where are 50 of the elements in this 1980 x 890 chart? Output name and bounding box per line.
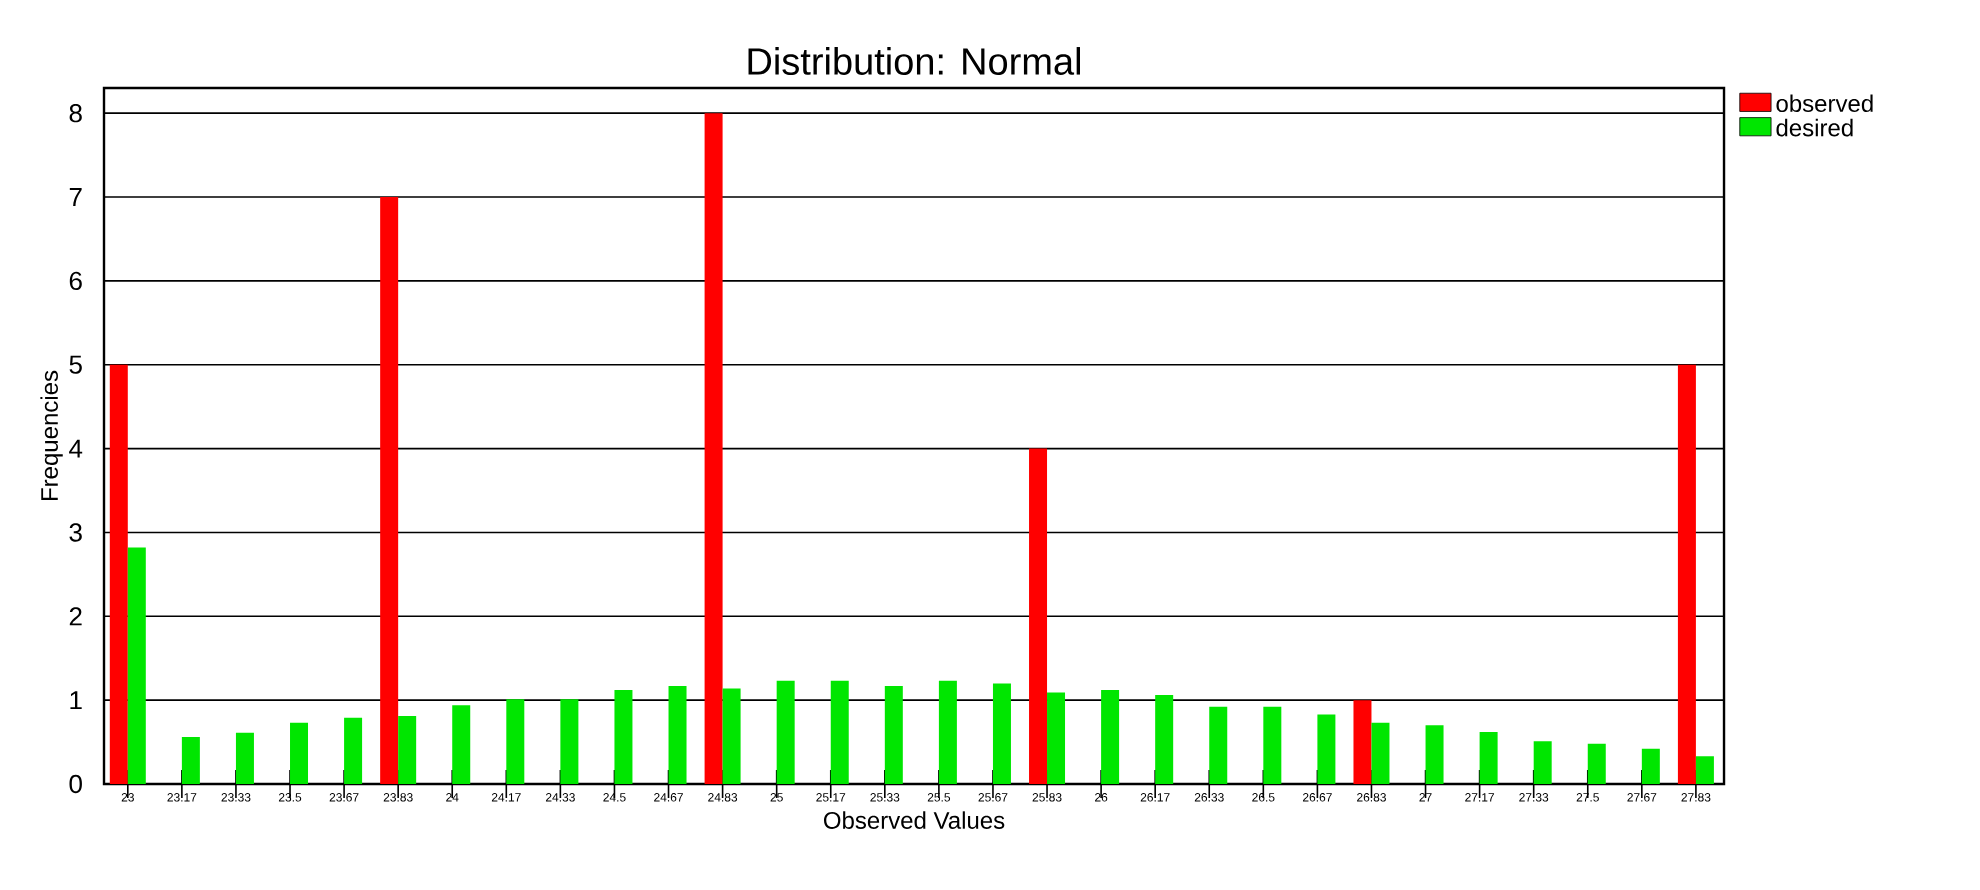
- bar: [290, 722, 309, 784]
- bar: [1317, 714, 1336, 784]
- bar: [1371, 722, 1390, 784]
- y-tick-label: 4: [69, 439, 83, 458]
- bar: [614, 690, 633, 784]
- bar: [1209, 706, 1228, 784]
- bar: [884, 685, 903, 784]
- bar: [109, 364, 128, 784]
- y-tick-label: 0: [69, 774, 82, 794]
- x-axis-title: Observed Values: [823, 811, 1005, 829]
- bar: [398, 716, 417, 784]
- y-tick-label: 2: [69, 607, 82, 626]
- bar: [1029, 448, 1048, 784]
- bar: [1479, 732, 1498, 784]
- bar: [127, 547, 146, 784]
- chart-title: Distribution: Normal: [748, 47, 1080, 75]
- bar: [235, 732, 254, 784]
- y-tick-label: 5: [69, 355, 82, 374]
- bar: [1533, 741, 1552, 784]
- bar: [938, 680, 957, 784]
- bar: [344, 717, 363, 784]
- bar: [1587, 743, 1606, 784]
- bar: [668, 685, 687, 784]
- bar: [560, 699, 579, 784]
- bar: [1425, 725, 1444, 784]
- bar: [181, 737, 200, 784]
- legend-label: observed: [1776, 94, 1873, 113]
- legend-label: desired: [1776, 118, 1853, 137]
- y-tick-label: 3: [69, 523, 82, 542]
- bar: [1155, 695, 1174, 784]
- y-tick-label: 7: [69, 188, 82, 206]
- bar: [1263, 706, 1282, 784]
- y-tick-label: 1: [70, 691, 82, 710]
- bar: [776, 680, 795, 784]
- bar: [1047, 692, 1066, 784]
- bar: [380, 197, 399, 784]
- bar: [1641, 748, 1660, 784]
- bar: [452, 705, 471, 784]
- bar: [1353, 700, 1372, 784]
- bar: [1695, 756, 1714, 784]
- y-tick-label: 8: [69, 103, 82, 123]
- bar: [506, 699, 525, 784]
- bar: [1677, 364, 1696, 784]
- bar: [992, 683, 1011, 784]
- y-tick-label: 6: [69, 271, 82, 291]
- bar: [1101, 690, 1120, 784]
- bar: [830, 680, 849, 784]
- bar: [722, 688, 741, 784]
- y-axis-title: Frequencies: [40, 370, 63, 501]
- bar: [704, 113, 723, 784]
